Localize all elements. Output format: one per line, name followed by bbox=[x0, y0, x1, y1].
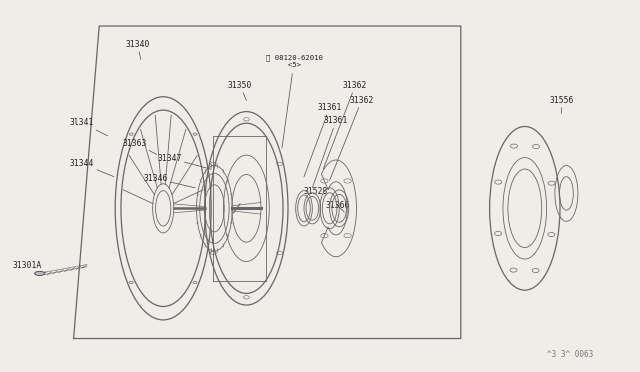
Text: 31361: 31361 bbox=[304, 103, 342, 177]
Text: 31556: 31556 bbox=[550, 96, 574, 113]
Text: 31340: 31340 bbox=[125, 40, 150, 60]
Text: 31366: 31366 bbox=[325, 201, 349, 212]
Text: 31528: 31528 bbox=[303, 187, 330, 199]
Text: ^3 3^ 0063: ^3 3^ 0063 bbox=[547, 350, 593, 359]
Text: 31344: 31344 bbox=[70, 159, 114, 177]
Text: Ⓑ 08120-62010
     <5>: Ⓑ 08120-62010 <5> bbox=[266, 55, 323, 148]
Text: 31346: 31346 bbox=[143, 174, 195, 188]
Text: 3l341: 3l341 bbox=[70, 118, 108, 136]
Text: 31350: 31350 bbox=[228, 81, 252, 100]
Ellipse shape bbox=[35, 272, 45, 275]
Text: 31362: 31362 bbox=[330, 96, 374, 180]
Text: 31363: 31363 bbox=[122, 139, 157, 154]
Text: 31361: 31361 bbox=[312, 116, 348, 188]
Text: 31362: 31362 bbox=[323, 81, 367, 169]
Text: 31347: 31347 bbox=[157, 154, 211, 169]
Text: 31301A: 31301A bbox=[13, 262, 46, 272]
